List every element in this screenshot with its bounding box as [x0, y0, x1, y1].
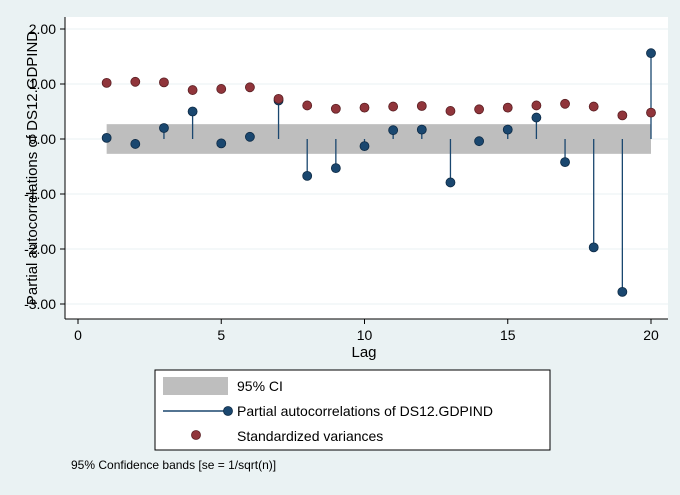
- x-tick-label-2: 10: [357, 327, 373, 343]
- pacf-point-11: [388, 125, 399, 136]
- pacf-point-6: [244, 131, 255, 142]
- pacf-point-20: [646, 48, 656, 59]
- variance-point-19: [617, 110, 628, 121]
- legend-ci-label: 95% CI: [237, 378, 283, 394]
- x-tick-label-0: 0: [74, 327, 82, 343]
- y-tick-label-2: 0.00: [29, 131, 56, 147]
- ci-band: [106, 124, 651, 154]
- pacf-point-19: [617, 286, 628, 297]
- variance-point-4: [187, 85, 198, 95]
- variance-point-9: [330, 103, 341, 114]
- y-tick-label-4: -2.00: [24, 241, 56, 257]
- variance-point-7: [273, 93, 284, 104]
- pacf-series: [101, 48, 656, 297]
- pacf-point-8: [302, 170, 313, 181]
- y-axis-title: Partial autocorrelations of DS12.GDPIND: [24, 31, 41, 305]
- variance-point-14: [474, 104, 485, 115]
- pacf-point-13: [445, 177, 456, 188]
- variance-point-13: [445, 106, 456, 116]
- x-tick-label-1: 5: [217, 327, 225, 343]
- variance-point-17: [560, 98, 570, 109]
- legend-ci-swatch: [163, 377, 228, 395]
- pacf-point-9: [330, 163, 341, 174]
- pacf-point-15: [502, 124, 513, 135]
- variance-point-15: [502, 102, 513, 113]
- pacf-point-4: [187, 106, 198, 117]
- variance-point-16: [531, 100, 542, 111]
- y-axis-ticks: 2.00 1.00 0.00 -1.00 -2.00 -3.00: [24, 21, 65, 312]
- y-tick-label-1: 1.00: [29, 76, 56, 92]
- pacf-point-16: [531, 112, 542, 123]
- pacf-point-3: [159, 123, 169, 133]
- variance-point-18: [588, 101, 599, 112]
- variance-point-3: [159, 77, 169, 88]
- variance-point-11: [388, 101, 399, 112]
- variance-point-10: [359, 102, 370, 113]
- variance-point-20: [646, 107, 656, 118]
- variance-point-5: [216, 84, 227, 94]
- x-tick-label-3: 15: [500, 327, 516, 343]
- y-tick-label-3: -1.00: [24, 186, 56, 202]
- pacf-point-2: [130, 139, 141, 149]
- legend-pacf-marker: [223, 406, 233, 416]
- legend-variance-marker: [191, 430, 201, 440]
- pacf-point-12: [416, 124, 427, 135]
- variance-point-1: [101, 78, 112, 88]
- pacf-point-18: [588, 242, 599, 253]
- y-tick-label-0: 2.00: [29, 21, 56, 37]
- plot-area: [65, 17, 668, 319]
- footnote: 95% Confidence bands [se = 1/sqrt(n)]: [71, 458, 277, 472]
- y-tick-label-5: -3.00: [24, 296, 56, 312]
- x-tick-label-4: 20: [643, 327, 659, 343]
- pacf-point-10: [359, 141, 370, 152]
- pacf-point-5: [216, 138, 227, 149]
- variance-point-6: [244, 82, 255, 93]
- variance-point-2: [130, 76, 141, 87]
- pacf-point-17: [560, 157, 570, 168]
- x-axis-ticks: 0 5 10 15 20: [74, 319, 659, 343]
- legend-pacf-label: Partial autocorrelations of DS12.GDPIND: [237, 403, 493, 419]
- x-axis-title: Lag: [351, 344, 376, 361]
- legend-variance-label: Standardized variances: [237, 428, 383, 444]
- pacf-point-14: [474, 136, 485, 147]
- variance-series: [101, 76, 656, 121]
- variance-point-8: [302, 100, 313, 111]
- pacf-point-1: [101, 132, 112, 143]
- legend: 95% CI Partial autocorrelations of DS12.…: [154, 369, 551, 451]
- variance-point-12: [416, 101, 427, 111]
